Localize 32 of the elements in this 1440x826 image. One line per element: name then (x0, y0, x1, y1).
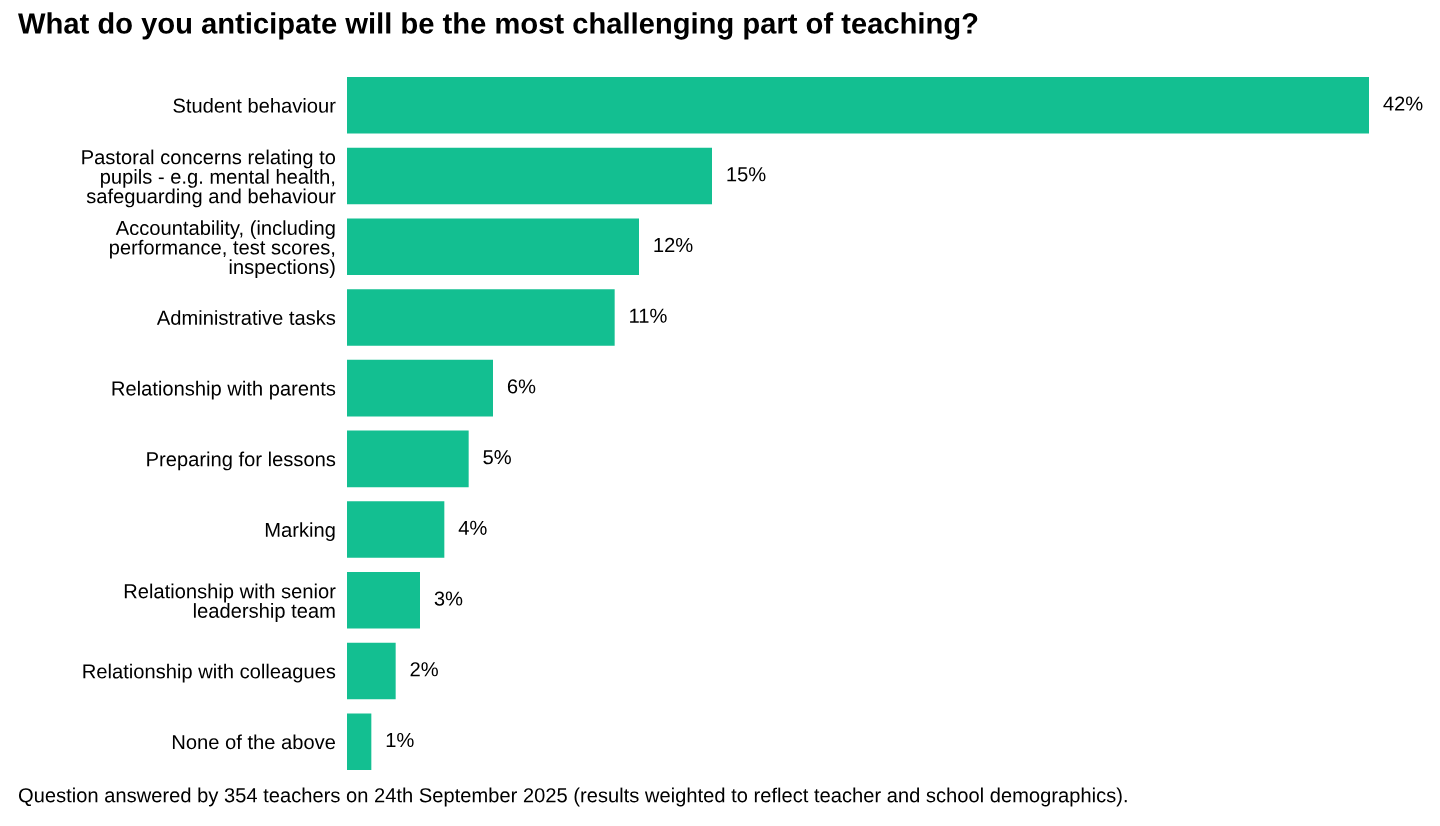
y-tick-label: Marking (265, 522, 335, 542)
chart-title: What do you anticipate will be the most challenging part of teaching? (18, 12, 978, 40)
y-tick-label: Relationship with parents (112, 380, 336, 400)
y-tick-label: Relationship with colleagues (83, 663, 336, 683)
bar (347, 147, 712, 205)
data-label: 42% (1383, 96, 1423, 111)
y-tick-label: Preparing for lessons (147, 451, 336, 471)
bar (347, 359, 493, 417)
y-tick-label: Relationship with senior leadership team (124, 583, 336, 622)
data-label: 2% (410, 662, 438, 677)
y-tick-label: Accountability, (including performance, test scores, inspections) (109, 220, 335, 279)
data-label: 15% (727, 167, 766, 182)
y-tick-label: None of the above (172, 734, 336, 750)
y-tick-label: Administrative tasks (156, 310, 336, 325)
data-label: 3% (434, 591, 463, 606)
bar (347, 218, 639, 275)
data-label: 11% (630, 308, 667, 323)
y-tick-label: Pastoral concerns relating to pupils - e.g. mental health, safeguarding and behaviour (82, 149, 336, 208)
bar (347, 501, 445, 558)
text: Question answered by 354 teachers on 24th September 2025 (results weighted to reflect teacher and school demographics). (18, 787, 1127, 807)
data-label: 1% (386, 732, 414, 748)
data-label: 5% (483, 450, 511, 465)
bar (347, 572, 420, 629)
data-label: 12% (654, 237, 693, 253)
y-tick-label: Student behaviour (173, 97, 336, 113)
bar (347, 77, 1369, 134)
bar (347, 430, 469, 488)
bar (347, 713, 372, 770)
data-label: 6% (507, 379, 536, 394)
bar (347, 289, 615, 346)
bar (347, 642, 396, 700)
data-label: 4% (458, 520, 487, 535)
